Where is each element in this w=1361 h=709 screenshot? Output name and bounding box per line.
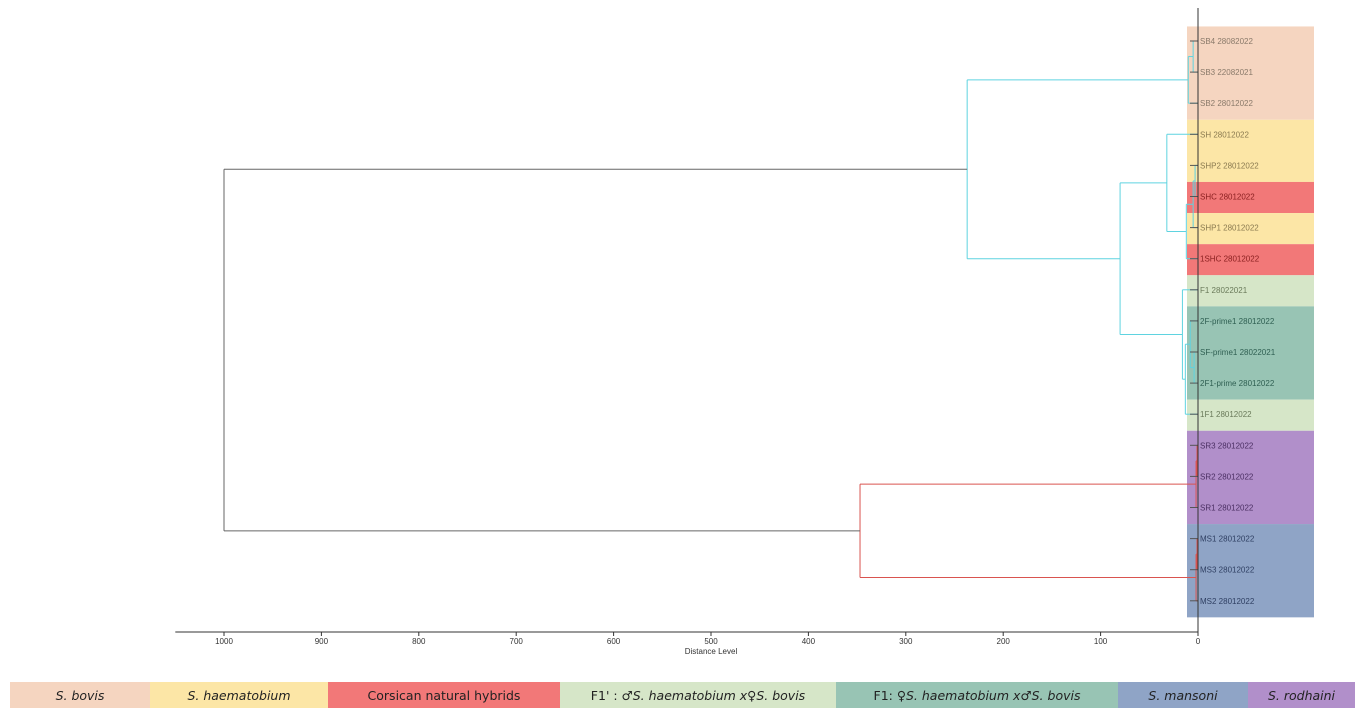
- group-band-haematobium: [1187, 213, 1314, 245]
- leaf-label: SR3 28012022: [1200, 441, 1254, 450]
- x-tick-label: 800: [412, 637, 426, 646]
- legend-item-bovis: S. bovis: [10, 682, 150, 708]
- leaf-label: MS3 28012022: [1200, 566, 1255, 575]
- x-tick-label: 700: [510, 637, 524, 646]
- leaf-label: SHP2 28012022: [1200, 161, 1259, 170]
- x-tick-label: 200: [997, 637, 1011, 646]
- group-band-haematobium: [1187, 119, 1314, 182]
- leaf-label: SHC 28012022: [1200, 193, 1255, 202]
- x-axis: 1000 900 800 700 600 500 400 300 200 100 0 Distanc…: [175, 8, 1201, 656]
- leaf-label: SHP1 28012022: [1200, 224, 1259, 233]
- leaf-label: MS1 28012022: [1200, 535, 1255, 544]
- group-band-rodhaini: [1187, 430, 1314, 525]
- group-band-f1: [1187, 306, 1314, 400]
- x-tick-label: 300: [899, 637, 913, 646]
- group-bands: [1187, 26, 1314, 618]
- leaf-label: SH 28012022: [1200, 130, 1249, 139]
- leaf-label: SR2 28012022: [1200, 472, 1254, 481]
- x-tick-label: 100: [1094, 637, 1108, 646]
- leaf-label: SB4 28082022: [1200, 37, 1253, 46]
- group-band-f1prime: [1187, 275, 1314, 307]
- x-tick-label: 0: [1196, 637, 1201, 646]
- legend-item-rodhaini: S. rodhaini: [1248, 682, 1355, 708]
- leaf-label: SR1 28012022: [1200, 504, 1254, 513]
- legend-item-f1prime: F1' : ♂ S. haematobium x ♀ S. bovis: [560, 682, 836, 708]
- leaf-label: F1 28022021: [1200, 286, 1248, 295]
- x-axis-title: Distance Level: [685, 647, 738, 656]
- leaf-labels: SB4 28082022 SB3 22082021 SB2 28012022 SH 2…: [1190, 37, 1276, 606]
- group-band-f1prime: [1187, 399, 1314, 431]
- legend-item-mansoni: S. mansoni: [1118, 682, 1248, 708]
- group-band-mansoni: [1187, 524, 1314, 618]
- leaf-label: 1F1 28012022: [1200, 410, 1252, 419]
- leaf-label: 2F-prime1 28012022: [1200, 317, 1275, 326]
- x-tick-label: 1000: [215, 637, 233, 646]
- leaf-label: MS2 28012022: [1200, 597, 1255, 606]
- x-tick-label: 600: [607, 637, 621, 646]
- legend-item-corsican: Corsican natural hybrids: [328, 682, 560, 708]
- x-tick-label: 500: [704, 637, 718, 646]
- leaf-label: SB2 28012022: [1200, 99, 1253, 108]
- x-tick-label: 900: [315, 637, 329, 646]
- leaf-label: SF-prime1 28022021: [1200, 348, 1276, 357]
- dendrogram-chart: SB4 28082022 SB3 22082021 SB2 28012022 SH 2…: [175, 8, 1314, 656]
- leaf-label: SB3 22082021: [1200, 68, 1253, 77]
- leaf-label: 2F1-prime 28012022: [1200, 379, 1275, 388]
- group-band-bovis: [1187, 26, 1314, 120]
- group-band-corsican: [1187, 181, 1314, 214]
- legend: S. bovis S. haematobium Corsican natural h…: [10, 682, 1355, 708]
- legend-item-f1: F1: ♀ S. haematobium x ♂ S. bovis: [836, 682, 1118, 708]
- dendrogram-links: [223, 40, 1198, 602]
- leaf-label: 1SHC 28012022: [1200, 255, 1260, 264]
- x-tick-label: 400: [802, 637, 816, 646]
- legend-item-haematobium: S. haematobium: [150, 682, 328, 708]
- group-band-corsican: [1187, 244, 1314, 276]
